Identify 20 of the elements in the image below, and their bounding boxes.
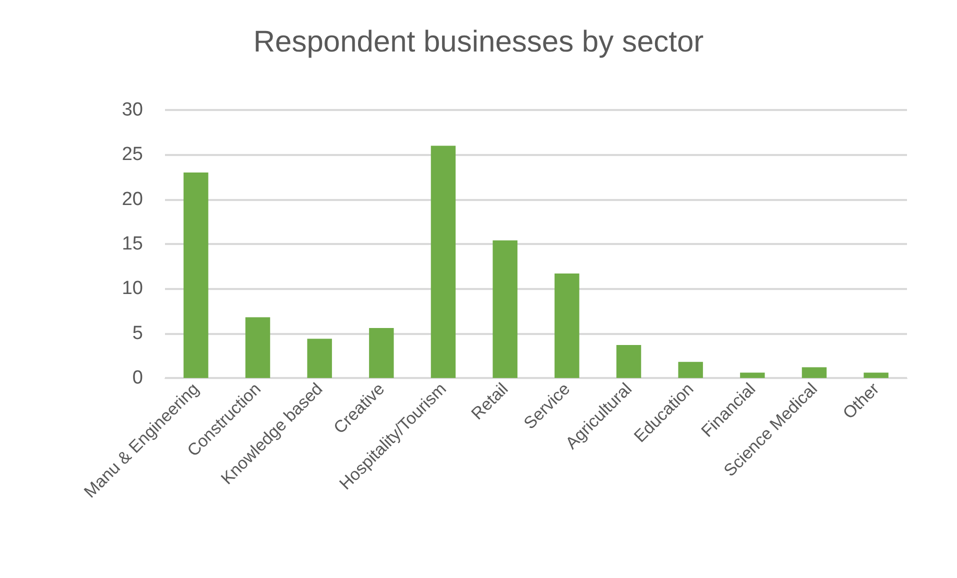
y-tick-label: 15 [122, 234, 143, 254]
y-tick-label: 5 [132, 322, 143, 344]
y-tick-label: 10 [122, 278, 143, 300]
bar [430, 146, 456, 378]
bar [740, 372, 765, 378]
y-tick-label: 0 [132, 368, 143, 388]
bar [369, 328, 394, 378]
bar [184, 172, 208, 378]
bar [864, 372, 888, 378]
bar [554, 273, 580, 378]
y-tick-label: 20 [122, 188, 143, 210]
bar [307, 338, 332, 378]
bar [616, 344, 642, 378]
bar [802, 367, 827, 378]
chart-title: Respondent businesses by sector [253, 26, 704, 58]
y-tick-label: 30 [122, 100, 143, 120]
bar [245, 317, 270, 378]
y-tick-label: 25 [122, 144, 143, 166]
bar [678, 362, 703, 378]
bar [492, 240, 518, 378]
